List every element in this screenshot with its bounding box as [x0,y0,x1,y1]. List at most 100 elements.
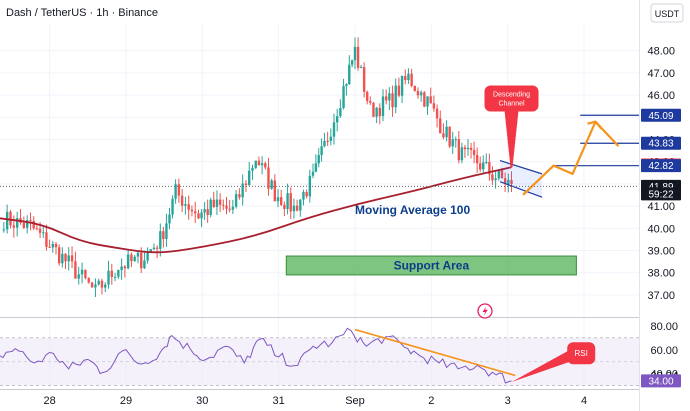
candle-body [372,102,375,117]
descending-channel-callout: Descending Channel [484,85,539,168]
currency-badge[interactable]: USDT [650,3,684,23]
candle-body [432,103,436,109]
lightning-icon-bolt [482,306,488,317]
candle-body [366,91,369,102]
price-label-text: 59:22 [648,189,673,200]
lightning-icon[interactable] [477,303,493,319]
candle-body [187,204,190,210]
candle-body [159,231,162,249]
price-tick-label: 38.00 [647,268,675,280]
candle-body [423,92,426,107]
moving-average-label: Moving Average 100 [355,203,470,217]
candle-body [311,171,315,176]
price-tick-label: 41.00 [647,201,675,213]
candle-body [238,194,241,198]
rsi-value-box [641,374,681,388]
candle-body [206,209,209,215]
candle-body [400,76,404,96]
candle-body [203,209,206,213]
resistance-levels [553,114,639,167]
candle-body [283,204,286,209]
rsi-callout: RSI [511,342,596,383]
channel-upper-line [499,159,543,175]
candle-body [339,107,342,117]
currency-badge-box[interactable] [650,3,684,23]
candle-body [194,211,197,214]
candle-body [251,167,254,171]
candle-body [257,160,261,166]
candle-body [2,229,6,231]
price-label-box [641,108,681,122]
candle-body [350,60,354,65]
candle-body [61,253,64,264]
candle-body [70,255,74,262]
candle-body [184,204,187,206]
candle-body [289,193,292,212]
candle-body [394,85,397,108]
candle-body [419,92,423,96]
rsi-callout-box [567,342,596,365]
candle-body [359,66,363,68]
candle-body [97,280,100,285]
candle-body [397,85,401,96]
chart-title: Dash / TetherUS · 1h · Binance [6,7,158,19]
candle-body [500,170,504,179]
candle-body [305,192,308,197]
candle-body [439,118,442,134]
candle-body [270,180,273,189]
candle-body [491,174,494,181]
candle-body [133,256,136,262]
candle-body [488,162,491,175]
candle-body [107,270,110,285]
candle-body [123,266,127,269]
price-tick-label: 37.00 [647,290,675,302]
callout-line-2: Channel [498,100,525,107]
rsi-line [0,327,512,384]
rsi-callout-label: RSI [575,349,588,358]
candle-body [104,284,107,288]
candle-body [466,147,470,150]
candle-body [482,162,485,170]
time-tick-label: 29 [120,395,132,407]
support-area-label: Support Area [394,258,470,272]
candle-body [225,205,228,209]
candle-body [215,199,219,207]
candle-body [280,197,283,205]
price-axis[interactable] [640,0,690,411]
candle-body [254,160,257,168]
candle-body [295,205,299,211]
candle-body [260,163,264,166]
candle-body [84,269,87,279]
candle-body [67,255,70,262]
price-tick-label: 48.00 [647,46,675,58]
candle-body [302,192,305,200]
candle-body [267,167,270,189]
candle-body [152,247,156,250]
candle-body [29,220,32,222]
candle-body [442,133,445,138]
candle-body [457,139,461,161]
candle-body [180,195,184,206]
candle-body [286,193,289,209]
projection-path [522,120,620,196]
time-tick-label: 31 [273,395,285,407]
price-label-box [641,159,681,173]
candle-body [168,214,171,224]
candle-body [171,198,174,215]
price-label-text: 45.09 [648,111,673,122]
candle-body [35,228,39,230]
rsi-value-labels: 38.3434.00 [641,371,681,388]
candle-body [345,84,348,87]
candle-body [375,107,378,117]
candle-body [174,184,177,199]
candle-body [494,178,497,181]
candle-body [264,163,267,168]
price-label-text: 42.82 [648,161,673,172]
candle-body [241,183,244,198]
candle-body [209,199,212,215]
support-area-box[interactable] [285,255,577,276]
candle-body [136,252,140,257]
support-area[interactable]: Support Area [285,255,577,276]
callout-line-1: Descending [493,91,530,98]
